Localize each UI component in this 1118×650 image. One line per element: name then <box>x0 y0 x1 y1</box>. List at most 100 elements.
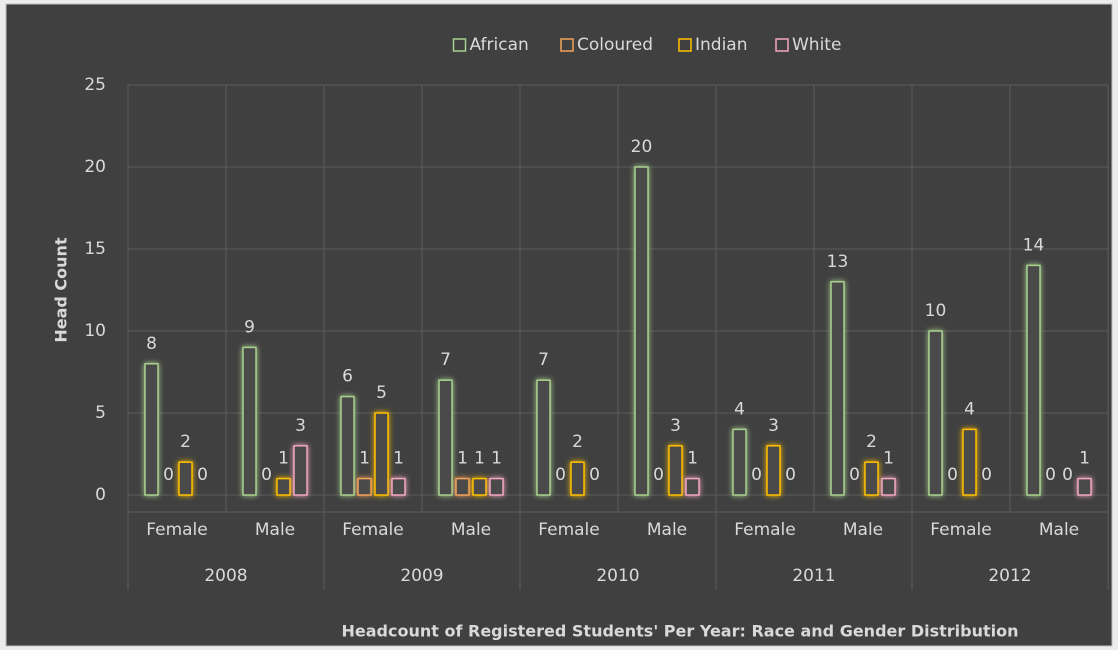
data-label: 2 <box>572 432 583 452</box>
data-label: 0 <box>653 465 664 485</box>
data-label: 0 <box>261 465 272 485</box>
bar <box>489 477 504 496</box>
y-tick-label: 15 <box>84 239 106 259</box>
data-label: 7 <box>538 350 549 370</box>
data-label: 3 <box>295 416 306 436</box>
data-label: 7 <box>440 350 451 370</box>
x-tick-label: Male <box>843 520 883 540</box>
data-label: 1 <box>883 449 894 469</box>
legend-label: Coloured <box>577 35 653 55</box>
data-label: 1 <box>491 449 502 469</box>
chart-title: Headcount of Registered Students' Per Ye… <box>342 622 1019 641</box>
bar <box>668 445 683 496</box>
data-label: 5 <box>376 383 387 403</box>
data-label: 2 <box>866 432 877 452</box>
bar <box>732 428 747 496</box>
legend-swatch <box>678 38 692 52</box>
bar <box>928 330 943 496</box>
data-label: 4 <box>964 399 975 419</box>
data-label: 0 <box>163 465 174 485</box>
data-label: 0 <box>1062 465 1073 485</box>
data-label: 0 <box>197 465 208 485</box>
y-tick-label: 5 <box>95 403 106 423</box>
x-tick-label: Male <box>255 520 295 540</box>
bar <box>178 461 193 496</box>
legend-label: White <box>792 35 841 55</box>
bar <box>766 445 781 496</box>
bar <box>830 281 845 496</box>
bar <box>455 477 470 496</box>
x-tick-label: Male <box>1039 520 1079 540</box>
data-label: 6 <box>342 367 353 387</box>
x-tick-label: Male <box>451 520 491 540</box>
bar <box>340 395 355 496</box>
chart-background <box>5 3 1113 647</box>
data-label: 0 <box>751 465 762 485</box>
y-tick-label: 20 <box>84 157 106 177</box>
data-label: 10 <box>925 301 947 321</box>
data-label: 0 <box>589 465 600 485</box>
data-label: 1 <box>359 449 370 469</box>
data-label: 0 <box>1045 465 1056 485</box>
bar <box>357 477 372 496</box>
x-tick-label: Female <box>930 520 991 540</box>
x-tick-label: Male <box>647 520 687 540</box>
data-label: 1 <box>393 449 404 469</box>
data-label: 0 <box>785 465 796 485</box>
data-label: 13 <box>827 252 849 272</box>
bar <box>536 379 551 496</box>
legend-label: Indian <box>695 35 748 55</box>
legend-swatch <box>560 38 574 52</box>
group-label: 2012 <box>988 566 1031 586</box>
bar <box>685 477 700 496</box>
bar <box>570 461 585 496</box>
data-label: 1 <box>278 449 289 469</box>
bar <box>242 346 257 496</box>
data-label: 9 <box>244 317 255 337</box>
data-label: 2 <box>180 432 191 452</box>
legend-swatch <box>452 38 467 52</box>
group-label: 2010 <box>596 566 639 586</box>
y-tick-label: 0 <box>95 485 106 505</box>
data-label: 0 <box>947 465 958 485</box>
y-axis-title: Head Count <box>52 237 71 343</box>
data-label: 20 <box>631 137 653 157</box>
bar <box>472 477 487 496</box>
bar <box>438 379 453 496</box>
x-tick-label: Female <box>342 520 403 540</box>
data-label: 1 <box>457 449 468 469</box>
y-tick-label: 10 <box>84 321 106 341</box>
bar <box>391 477 406 496</box>
bar <box>293 445 308 496</box>
data-label: 0 <box>849 465 860 485</box>
group-label: 2011 <box>792 566 835 586</box>
bar <box>1026 264 1041 496</box>
x-tick-label: Female <box>146 520 207 540</box>
group-label: 2009 <box>400 566 443 586</box>
x-tick-label: Female <box>538 520 599 540</box>
data-label: 14 <box>1023 235 1045 255</box>
group-label: 2008 <box>204 566 247 586</box>
data-label: 1 <box>1079 449 1090 469</box>
legend-label: African <box>470 35 529 55</box>
data-label: 8 <box>146 334 157 354</box>
y-tick-label: 25 <box>84 75 106 95</box>
data-label: 3 <box>768 416 779 436</box>
data-label: 1 <box>474 449 485 469</box>
legend-swatch <box>775 38 789 52</box>
data-label: 3 <box>670 416 681 436</box>
x-tick-label: Female <box>734 520 795 540</box>
data-label: 0 <box>981 465 992 485</box>
bar <box>864 461 879 496</box>
bar <box>962 428 977 496</box>
data-label: 4 <box>734 399 745 419</box>
bar <box>144 363 159 496</box>
bar <box>374 412 389 496</box>
data-label: 0 <box>555 465 566 485</box>
bar <box>1077 477 1092 496</box>
bar <box>276 477 291 496</box>
data-label: 1 <box>687 449 698 469</box>
bar <box>634 166 649 496</box>
bar <box>881 477 896 496</box>
